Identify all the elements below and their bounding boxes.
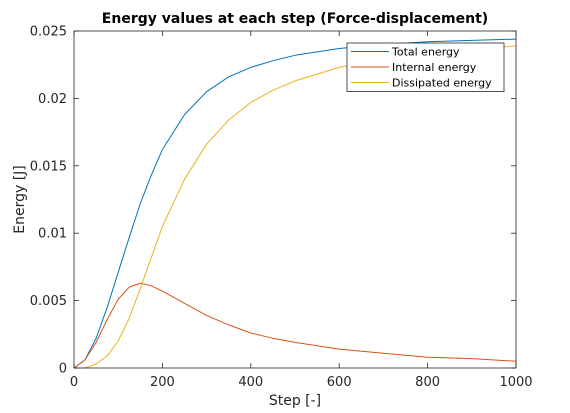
ticks-layer: 0 200 400 600 800 1000 0 0.005 0.01 0.015 0.02 0.02… — [30, 25, 533, 391]
y-tick-label: 0.01 — [38, 227, 67, 242]
legend-label-1: Total energy — [391, 46, 460, 59]
y-tick-label: 0.02 — [38, 92, 67, 107]
x-axis-title: Step [-] — [269, 393, 321, 409]
axes-layer — [73, 30, 517, 369]
y-tick-label: 0 — [59, 362, 67, 377]
x-tick-label: 400 — [238, 375, 263, 390]
x-tick-label: 800 — [415, 375, 440, 390]
y-tick-label: 0.015 — [30, 159, 67, 174]
y-tick-label: 0.005 — [30, 294, 67, 309]
chart-title: Energy values at each step (Force-displa… — [102, 11, 488, 27]
legend-label-3: Dissipated energy — [392, 77, 492, 90]
x-tick-label: 0 — [70, 375, 78, 390]
x-tick-label: 1000 — [499, 375, 532, 390]
series-line-2 — [73, 282, 517, 369]
x-tick-label: 200 — [150, 375, 175, 390]
legend: Total energy Internal energy Dissipated en… — [346, 42, 505, 92]
y-axis-title: Energy [J] — [12, 165, 28, 234]
axes-box — [73, 30, 517, 369]
legend-label-2: Internal energy — [392, 61, 477, 74]
x-tick-label: 600 — [327, 375, 352, 390]
y-tick-label: 0.025 — [30, 25, 67, 40]
